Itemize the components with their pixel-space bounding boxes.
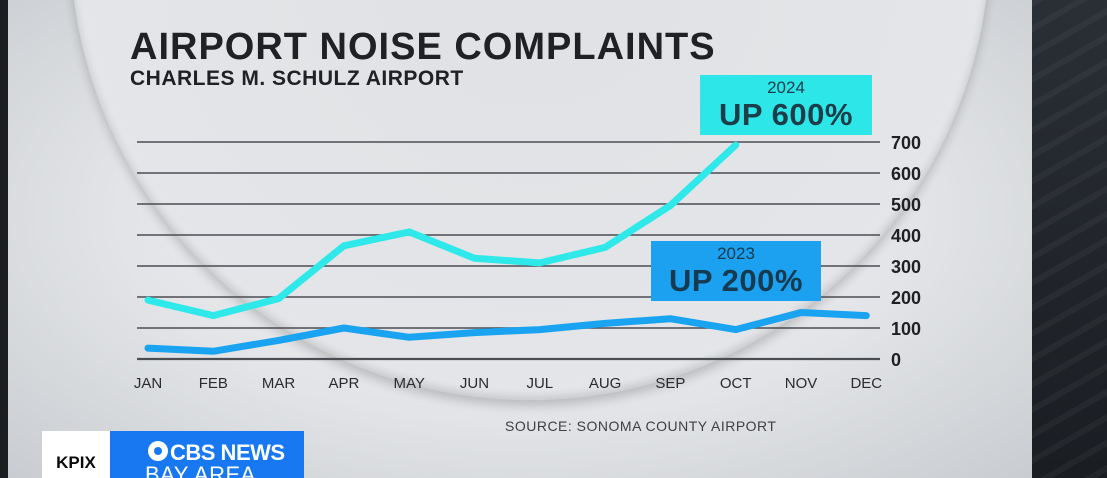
- y-tick-label: 200: [891, 288, 921, 308]
- chart-title: AIRPORT NOISE COMPLAINTS: [130, 26, 716, 68]
- y-axis: 0 100 200 300 400 500 600 700: [891, 133, 921, 370]
- series-line-2024: [144, 141, 740, 320]
- lower-third-logo: KPIX CBS NEWS BAY AREA: [42, 431, 304, 478]
- x-axis: JAN FEB MAR APR MAY JUN JUL AUG SEP OCT NOV DEC: [134, 375, 882, 392]
- x-tick-label: APR: [328, 375, 359, 392]
- x-tick-label: SEP: [655, 375, 685, 392]
- series-lines: [144, 141, 870, 355]
- callout-2024-year: 2024: [767, 78, 805, 97]
- y-tick-label: 600: [891, 164, 921, 184]
- source-note: SOURCE: SONOMA COUNTY AIRPORT: [505, 418, 777, 434]
- x-tick-label: DEC: [850, 375, 882, 392]
- x-tick-label: FEB: [199, 375, 228, 392]
- network-name: CBS NEWS: [170, 440, 285, 465]
- chart-subtitle: CHARLES M. SCHULZ AIRPORT: [130, 67, 464, 90]
- series-line-2023: [144, 309, 870, 355]
- y-tick-label: 400: [891, 226, 921, 246]
- callout-2023-year: 2023: [717, 244, 755, 263]
- x-tick-label: JAN: [134, 375, 162, 392]
- x-tick-label: JUL: [526, 375, 553, 392]
- cbs-eye-icon: [148, 441, 168, 461]
- callout-2024-text: UP 600%: [719, 97, 853, 132]
- callout-2024: 2024 UP 600%: [700, 75, 872, 135]
- x-tick-label: JUN: [460, 375, 489, 392]
- station-label: KPIX: [56, 453, 96, 472]
- y-tick-label: 500: [891, 195, 921, 215]
- callout-2023: 2023 UP 200%: [651, 241, 821, 301]
- x-tick-label: OCT: [720, 375, 752, 392]
- network-region: BAY AREA: [145, 462, 256, 478]
- x-tick-label: MAR: [262, 375, 296, 392]
- graphic-panel: [8, 0, 1032, 478]
- y-tick-label: 700: [891, 133, 921, 153]
- callout-2023-text: UP 200%: [669, 263, 803, 298]
- network-badge: CBS NEWS BAY AREA: [110, 431, 304, 478]
- background-right: [1032, 0, 1107, 478]
- station-badge: KPIX: [42, 431, 110, 478]
- x-tick-label: AUG: [589, 375, 622, 392]
- y-tick-label: 100: [891, 319, 921, 339]
- y-tick-label: 0: [891, 350, 901, 370]
- x-tick-label: MAY: [393, 375, 424, 392]
- y-tick-label: 300: [891, 257, 921, 277]
- x-tick-label: NOV: [785, 375, 818, 392]
